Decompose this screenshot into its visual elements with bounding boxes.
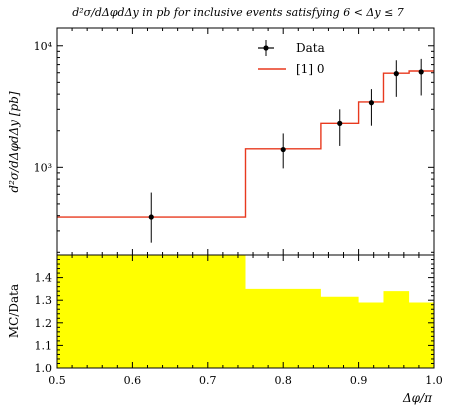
data-point <box>337 120 343 126</box>
ratio-y-tick-label: 1.4 <box>35 272 53 285</box>
chart-title: d²σ/dΔφdΔy in pb for inclusive events sa… <box>72 6 404 19</box>
ratio-y-axis-label: MC/Data <box>7 284 21 338</box>
legend-data-marker <box>263 45 269 51</box>
x-tick-label: 0.6 <box>124 374 142 387</box>
mc-step-line <box>57 70 434 218</box>
legend: Data [1] 0 <box>258 40 325 76</box>
y-tick-label: 10⁴ <box>34 40 53 53</box>
ratio-y-tick-label: 1.2 <box>35 317 53 330</box>
data-point <box>280 146 286 153</box>
x-tick-label: 1.0 <box>425 374 443 387</box>
main-plot-panel: 10³ 10⁴ d²σ/dΔφdΔy [pb] Data [1] 0 <box>7 27 435 256</box>
legend-data-label: Data <box>296 41 325 55</box>
ratio-band <box>57 255 434 368</box>
ratio-plot-frame <box>56 254 435 369</box>
ratio-y-tick-label: 1.0 <box>35 362 53 375</box>
main-plot-frame <box>56 27 435 256</box>
ratio-plot-panel: 0.5 0.6 0.7 0.8 0.9 1.0 1.0 1.1 1.2 1.3 1.4 MC/Dat… <box>7 254 443 405</box>
legend-mc-label: [1] 0 <box>296 62 324 76</box>
data-point <box>148 214 154 220</box>
data-point <box>418 69 424 75</box>
x-tick-label: 0.7 <box>199 374 217 387</box>
x-tick-label: 0.8 <box>274 374 292 387</box>
y-tick-label: 10³ <box>34 161 52 174</box>
ratio-y-tick-label: 1.3 <box>35 294 53 307</box>
x-tick-label: 0.5 <box>48 374 66 387</box>
ratio-y-tick-label: 1.1 <box>35 339 53 352</box>
data-point <box>393 71 399 77</box>
x-axis-label: Δφ/π <box>402 391 433 405</box>
y-axis-label: d²σ/dΔφdΔy [pb] <box>7 91 21 192</box>
data-point <box>368 100 375 106</box>
x-tick-label: 0.9 <box>350 374 368 387</box>
